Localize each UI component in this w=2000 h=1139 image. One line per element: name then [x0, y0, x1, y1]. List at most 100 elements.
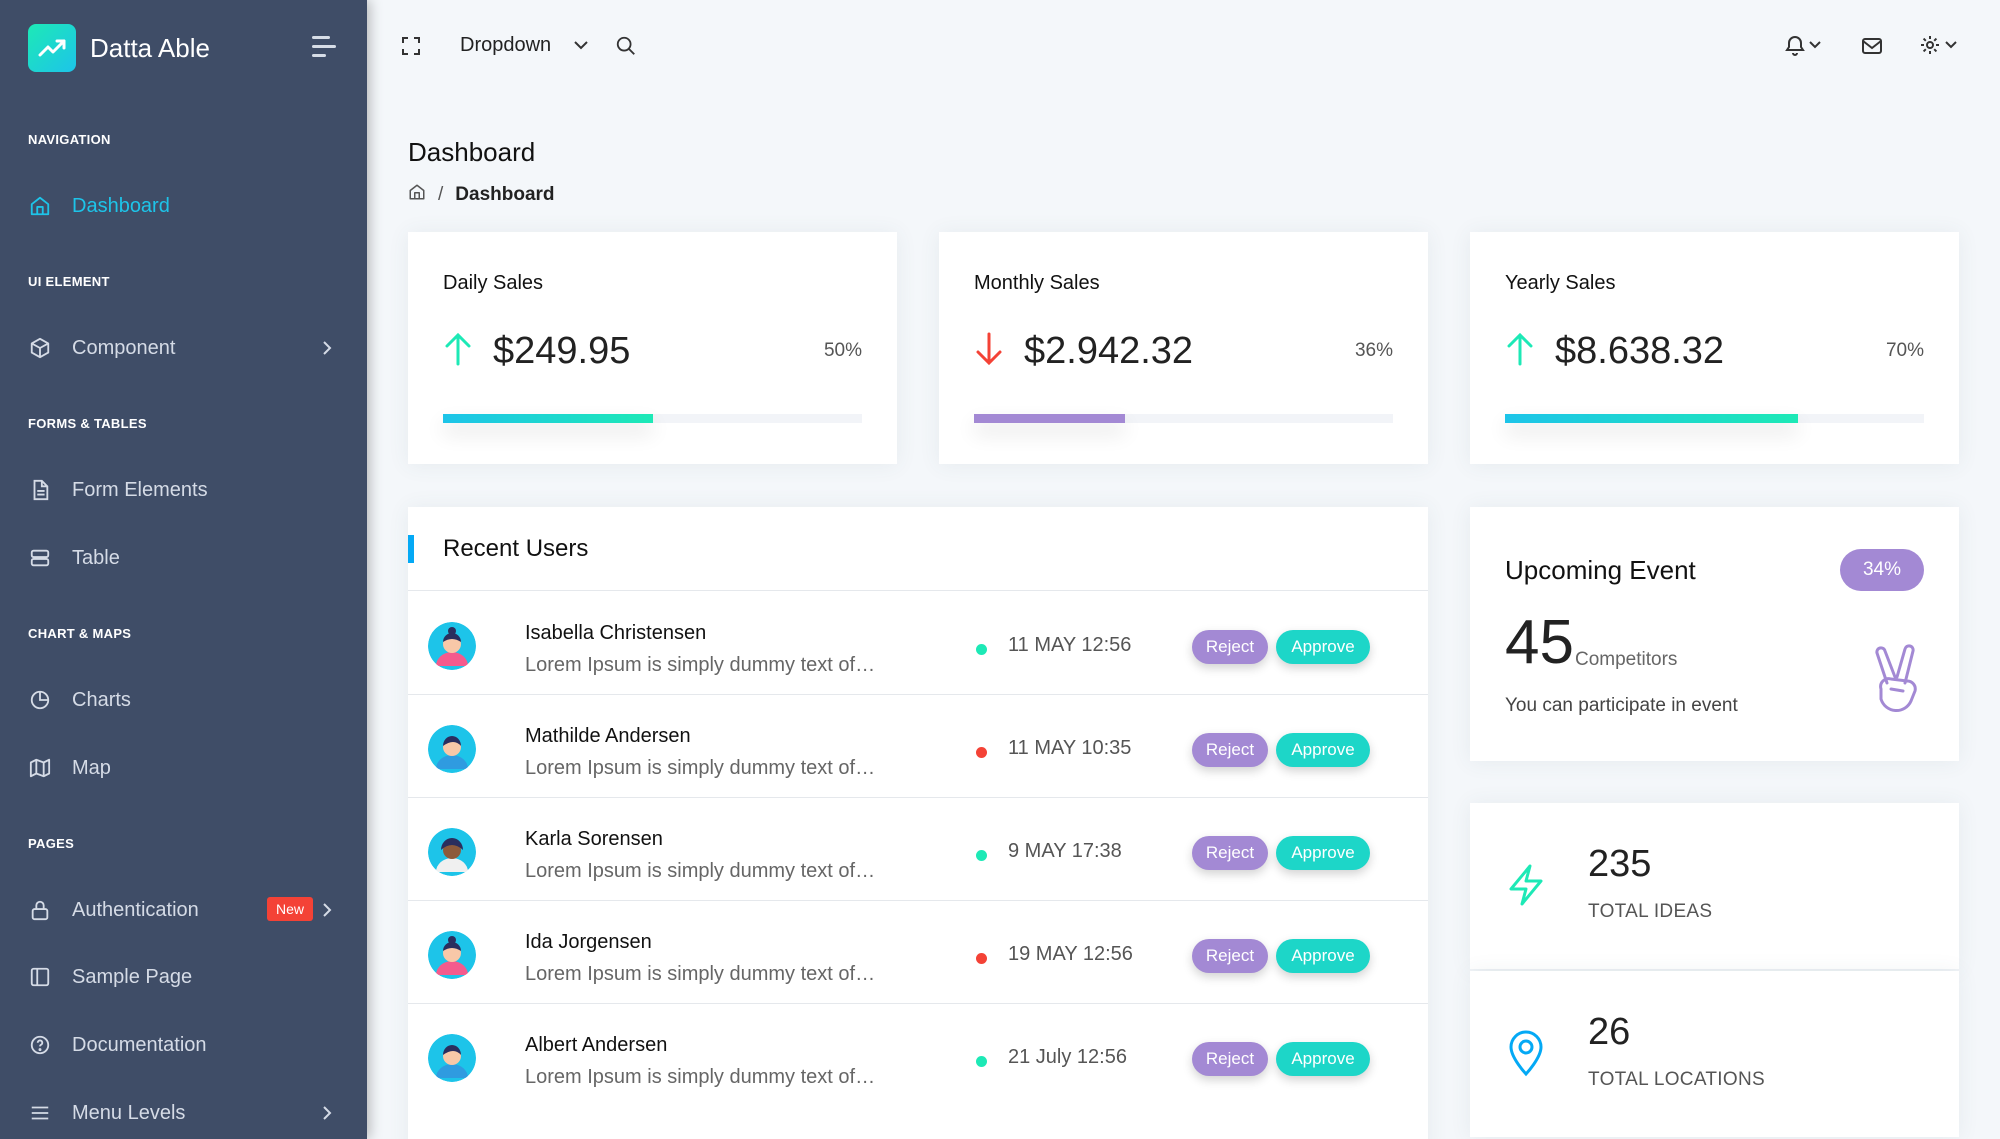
- arrow-up-icon: [1506, 332, 1534, 371]
- user-name: Isabella Christensen: [525, 622, 707, 644]
- stat-value: 26: [1588, 1011, 1631, 1053]
- user-description: Lorem Ipsum is simply dummy text of…: [525, 1066, 876, 1088]
- page-title: Dashboard: [408, 137, 536, 167]
- table-row: Ida Jorgensen Lorem Ipsum is simply dumm…: [408, 901, 1428, 1004]
- sidebar: Datta Able NAVIGATION Dashboard UI ELEME…: [0, 0, 367, 1139]
- sidebar-item-map[interactable]: Map: [0, 743, 367, 793]
- stat-card-ideas: 235 TOTAL IDEAS: [1470, 803, 1959, 969]
- home-icon[interactable]: [408, 183, 426, 207]
- progress-fill: [1505, 414, 1799, 423]
- map-icon: [28, 756, 52, 780]
- reject-button[interactable]: Reject: [1192, 836, 1268, 870]
- sidebar-item-form-elements[interactable]: Form Elements: [0, 465, 367, 515]
- sidebar-item-documentation[interactable]: Documentation: [0, 1020, 367, 1070]
- user-name: Ida Jorgensen: [525, 931, 652, 953]
- approve-button[interactable]: Approve: [1276, 939, 1370, 973]
- user-date: 11 MAY 12:56: [1008, 634, 1132, 656]
- table-row: Isabella Christensen Lorem Ipsum is simp…: [408, 592, 1428, 695]
- event-badge: 34%: [1840, 549, 1924, 591]
- trending-up-icon: [28, 24, 76, 72]
- recent-users-card: Recent Users Isabella Christensen Lorem …: [408, 507, 1428, 1139]
- reject-button[interactable]: Reject: [1192, 733, 1268, 767]
- sales-title: Yearly Sales: [1505, 272, 1616, 294]
- sales-value: $249.95: [493, 330, 631, 372]
- arrow-down-icon: [975, 332, 1003, 371]
- settings-icon[interactable]: [1919, 34, 1959, 61]
- sidebar-item-menu-levels[interactable]: Menu Levels: [0, 1088, 367, 1138]
- caption-pages: PAGES: [28, 836, 75, 851]
- sidebar-item-dashboard[interactable]: Dashboard: [0, 181, 367, 231]
- bell-icon[interactable]: [1783, 34, 1823, 61]
- box-icon: [28, 336, 52, 360]
- table-row: Karla Sorensen Lorem Ipsum is simply dum…: [408, 798, 1428, 901]
- sales-card-yearly: Yearly Sales $8.638.32 70%: [1470, 232, 1959, 464]
- reject-button[interactable]: Reject: [1192, 1042, 1268, 1076]
- approve-button[interactable]: Approve: [1276, 836, 1370, 870]
- sales-value: $8.638.32: [1555, 330, 1725, 372]
- user-description: Lorem Ipsum is simply dummy text of…: [525, 757, 876, 779]
- breadcrumb: / Dashboard: [408, 183, 555, 207]
- user-description: Lorem Ipsum is simply dummy text of…: [525, 654, 876, 676]
- zap-icon: [1506, 863, 1546, 912]
- caption-forms-tables: FORMS & TABLES: [28, 416, 147, 431]
- header-dropdown[interactable]: Dropdown: [460, 34, 552, 56]
- status-dot: [976, 747, 987, 758]
- stat-value: 235: [1588, 843, 1652, 885]
- mail-icon[interactable]: [1861, 36, 1883, 61]
- user-name: Albert Andersen: [525, 1034, 668, 1056]
- reject-button[interactable]: Reject: [1192, 630, 1268, 664]
- sidebar-layout-icon: [28, 965, 52, 989]
- home-icon: [28, 194, 52, 218]
- user-date: 11 MAY 10:35: [1008, 737, 1132, 759]
- avatar: [428, 931, 476, 979]
- server-icon: [28, 546, 52, 570]
- status-dot: [976, 850, 987, 861]
- avatar: [428, 828, 476, 876]
- user-date: 19 MAY 12:56: [1008, 943, 1133, 965]
- brand[interactable]: Datta Able: [28, 24, 210, 72]
- status-dot: [976, 1056, 987, 1067]
- sales-percent: 36%: [1354, 340, 1393, 361]
- sidebar-item-table[interactable]: Table: [0, 533, 367, 583]
- sidebar-item-label: Authentication: [72, 898, 199, 921]
- pie-chart-icon: [28, 688, 52, 712]
- menu-toggle-icon[interactable]: [312, 36, 338, 58]
- table-row: Albert Andersen Lorem Ipsum is simply du…: [408, 1004, 1428, 1107]
- reject-button[interactable]: Reject: [1192, 939, 1268, 973]
- user-date: 21 July 12:56: [1008, 1046, 1127, 1068]
- sales-card-monthly: Monthly Sales $2.942.32 36%: [939, 232, 1428, 464]
- table-row: Mathilde Andersen Lorem Ipsum is simply …: [408, 695, 1428, 798]
- sidebar-item-label: Table: [72, 546, 120, 569]
- search-icon[interactable]: [615, 35, 637, 62]
- recent-users-title: Recent Users: [443, 535, 589, 562]
- progress-fill: [443, 414, 653, 423]
- sidebar-item-label: Dashboard: [72, 194, 170, 217]
- sales-percent: 50%: [823, 340, 862, 361]
- topbar: Dropdown: [367, 0, 2000, 92]
- progress-fill: [974, 414, 1125, 423]
- sidebar-item-sample-page[interactable]: Sample Page: [0, 952, 367, 1002]
- sidebar-item-component[interactable]: Component: [0, 323, 367, 373]
- avatar: [428, 1034, 476, 1082]
- event-text: You can participate in event: [1505, 695, 1738, 716]
- sidebar-item-charts[interactable]: Charts: [0, 675, 367, 725]
- menu-icon: [28, 1101, 52, 1125]
- chevron-right-icon: [321, 339, 333, 363]
- avatar: [428, 725, 476, 773]
- sidebar-item-label: Form Elements: [72, 478, 208, 501]
- progress-bar: [1505, 414, 1924, 423]
- chevron-right-icon: [321, 901, 333, 925]
- sales-value: $2.942.32: [1024, 330, 1194, 372]
- sales-title: Daily Sales: [443, 272, 544, 294]
- map-pin-icon: [1506, 1029, 1546, 1082]
- approve-button[interactable]: Approve: [1276, 1042, 1370, 1076]
- approve-button[interactable]: Approve: [1276, 630, 1370, 664]
- brand-name: Datta Able: [90, 32, 210, 63]
- approve-button[interactable]: Approve: [1276, 733, 1370, 767]
- status-dot: [976, 953, 987, 964]
- chevron-down-icon[interactable]: [573, 38, 589, 56]
- stat-label: TOTAL IDEAS: [1588, 901, 1713, 922]
- sidebar-item-authentication[interactable]: Authentication New: [0, 885, 367, 935]
- fullscreen-icon[interactable]: [401, 36, 421, 61]
- user-description: Lorem Ipsum is simply dummy text of…: [525, 860, 876, 882]
